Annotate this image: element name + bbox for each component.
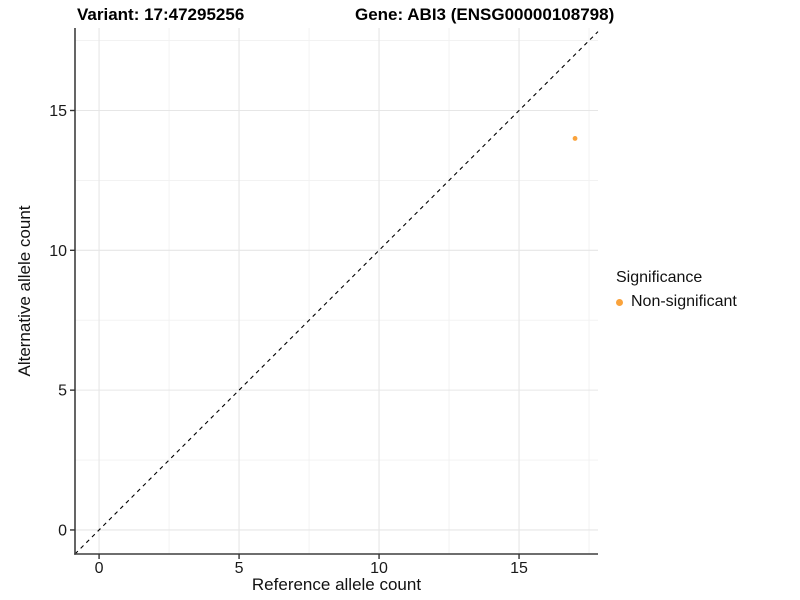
x-tick-label: 5 bbox=[235, 560, 244, 577]
plot-title-variant: Variant: 17:47295256 bbox=[77, 5, 245, 24]
x-tick-label: 15 bbox=[510, 560, 528, 577]
y-tick-label: 5 bbox=[58, 383, 67, 400]
legend-item-non-significant: Non-significant bbox=[616, 293, 737, 311]
data-point bbox=[572, 136, 578, 141]
legend-item-label: Non-significant bbox=[631, 293, 737, 310]
plot-title-gene: Gene: ABI3 (ENSG00000108798) bbox=[355, 5, 615, 24]
legend-point-icon bbox=[616, 298, 623, 306]
x-tick-label: 0 bbox=[95, 560, 104, 577]
y-tick-label: 0 bbox=[58, 522, 67, 539]
y-axis-title: Alternative allele count bbox=[15, 205, 34, 377]
legend: Significance Non-significant bbox=[616, 269, 737, 311]
y-tick-label: 10 bbox=[49, 243, 67, 260]
y-tick-label: 15 bbox=[49, 103, 67, 120]
identity-line bbox=[74, 31, 599, 555]
legend-title: Significance bbox=[616, 269, 703, 286]
x-axis-title: Reference allele count bbox=[251, 575, 422, 594]
x-tick-label: 10 bbox=[370, 560, 388, 577]
